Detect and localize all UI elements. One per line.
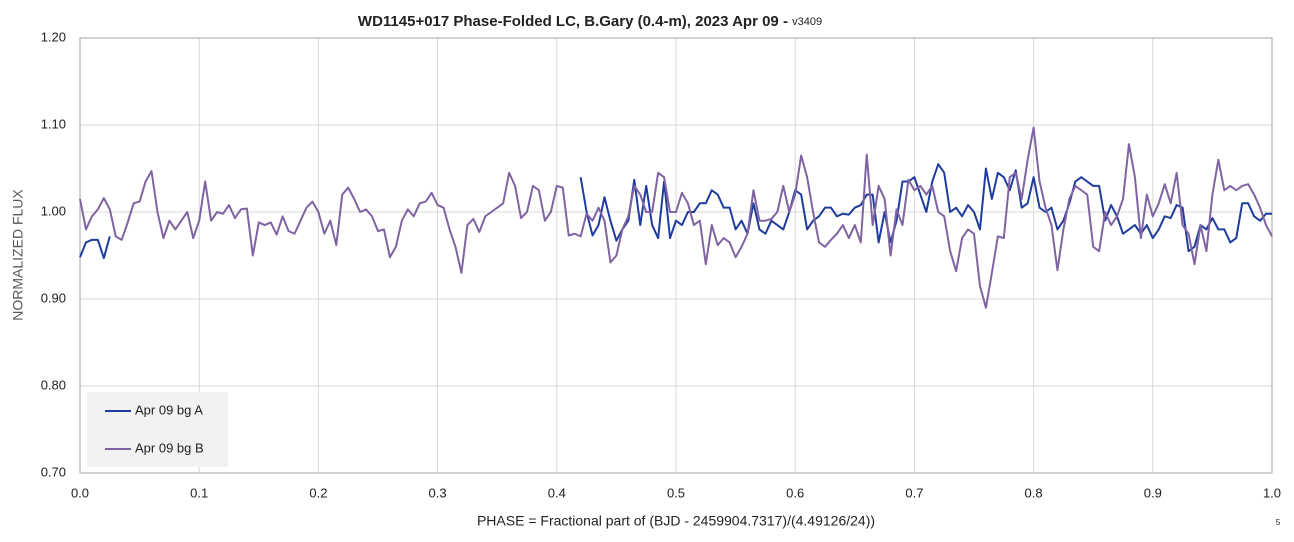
y-axis-label: NORMALIZED FLUX [10,189,26,321]
series-line [79,163,1272,260]
y-tick-label: 1.10 [41,116,66,131]
x-tick-label: 0.3 [429,485,447,500]
x-tick-label: 1.0 [1263,485,1281,500]
y-tick-label: 0.90 [41,290,66,305]
corner-note: 5 [1276,518,1281,527]
legend-label: Apr 09 bg A [135,402,203,417]
y-tick-label: 0.80 [41,377,66,392]
x-tick-label: 0.9 [1144,485,1162,500]
x-tick-label: 0.2 [309,485,327,500]
x-axis-label: PHASE = Fractional part of (BJD - 245990… [477,513,875,529]
x-tick-label: 0.4 [548,485,566,500]
legend-box [87,392,228,467]
y-tick-label: 1.20 [41,29,66,44]
series-line [79,126,1273,309]
x-tick-label: 0.1 [190,485,208,500]
x-tick-label: 0.5 [667,485,685,500]
x-tick-label: 0.6 [786,485,804,500]
x-tick-label: 0.0 [71,485,89,500]
legend-label: Apr 09 bg B [135,440,204,455]
y-tick-label: 1.00 [41,203,66,218]
version: v3409 [792,16,822,28]
x-tick-label: 0.7 [905,485,923,500]
x-tick-label: 0.8 [1025,485,1043,500]
y-tick-label: 0.70 [41,464,66,479]
chart-title: WD1145+017 Phase-Folded LC, B.Gary (0.4-… [358,13,792,30]
chart-title-line: WD1145+017 Phase-Folded LC, B.Gary (0.4-… [358,13,822,30]
